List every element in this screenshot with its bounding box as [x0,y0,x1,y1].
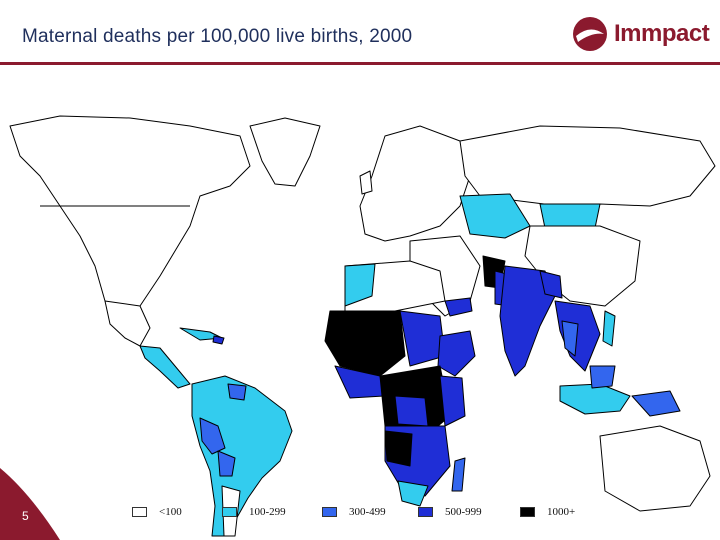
region-mexico [104,300,151,347]
region-australia [599,425,711,512]
legend-swatch [222,507,237,517]
region-uk [359,170,373,195]
slide-title: Maternal deaths per 100,000 live births,… [22,26,413,47]
region-north-america [9,115,251,317]
region-papua [631,390,681,417]
region-south-america [191,375,293,537]
region-south-africa [397,480,429,507]
region-europe [359,125,471,242]
legend-label: 300-499 [349,506,386,518]
region-thailand [561,320,579,357]
page-number: 5 [22,509,29,523]
legend-label: 100-299 [249,506,286,518]
corner-decoration [0,468,60,540]
region-haiti [212,335,225,345]
region-central-asia [459,193,531,239]
region-guyana [227,383,247,401]
legend-swatch [322,507,337,517]
world-map [9,115,716,537]
immpact-logo: Immpact [570,12,710,56]
region-indonesia [559,383,631,415]
region-yemen [444,297,473,317]
region-borneo [589,365,616,389]
region-morocco [344,263,376,307]
legend-item: <100 [132,505,182,519]
legend-label: 1000+ [547,506,576,518]
region-southeast-asia [554,300,601,372]
region-mongolia [539,203,601,229]
legend-swatch [132,507,147,517]
region-greenland [249,117,321,187]
legend-swatch [520,507,535,517]
legend-item: 300-499 [322,505,386,519]
region-angola [384,430,413,467]
immpact-logo-icon [573,17,607,51]
legend-item: 100-299 [222,505,286,519]
header-rule [0,62,720,65]
region-central-america [139,345,191,389]
region-philippines [602,310,616,347]
legend-item: 500-999 [418,505,482,519]
region-east-africa [439,375,466,427]
logo-text: Immpact [614,20,710,47]
legend-item: 1000+ [520,505,575,519]
region-nepal-bangladesh [539,270,563,299]
legend-swatch [418,507,433,517]
legend-label: 500-999 [445,506,482,518]
region-bolivia [217,450,236,477]
legend-label: <100 [159,506,182,518]
region-congo [394,395,429,427]
region-horn [437,330,476,377]
region-madagascar [451,457,466,492]
